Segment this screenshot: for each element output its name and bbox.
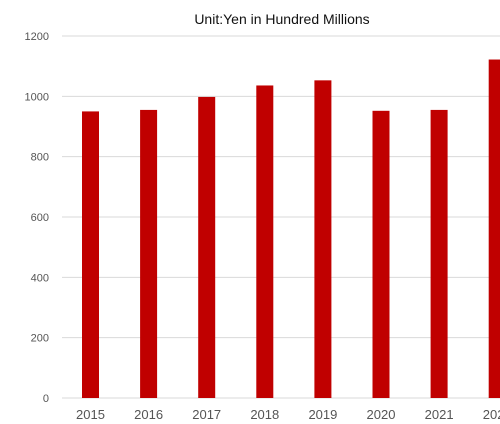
- bar-2021: [430, 109, 448, 399]
- y-tick-label: 0: [43, 393, 49, 405]
- y-tick-label: 400: [31, 272, 49, 284]
- bar-2015: [82, 111, 99, 399]
- bar-2016: [140, 109, 158, 399]
- bar-2018: [256, 85, 274, 399]
- y-tick-label: 800: [31, 152, 49, 164]
- y-tick-label: 1200: [25, 31, 49, 43]
- x-tick-label: 2017: [192, 407, 221, 422]
- y-tick-label: 200: [31, 333, 49, 345]
- gridlines: [62, 35, 500, 399]
- x-axis-ticks: 2015 2016 2017 2018 2019 2020 2021 2022: [76, 407, 500, 422]
- bar-2017: [198, 96, 216, 398]
- bar-2020: [372, 110, 390, 399]
- bars: [82, 59, 500, 399]
- x-tick-label: 2019: [308, 407, 337, 422]
- x-tick-label: 2018: [250, 407, 279, 422]
- x-tick-label: 2015: [76, 407, 105, 422]
- bar-2022: [488, 59, 500, 398]
- x-tick-label: 2016: [134, 407, 163, 422]
- x-tick-label: 2020: [367, 407, 396, 422]
- x-tick-label: 2022: [483, 407, 500, 422]
- y-tick-label: 600: [31, 212, 49, 224]
- y-axis-ticks: 0 200 400 600 800 1000 1200: [25, 31, 49, 405]
- x-tick-label: 2021: [425, 407, 454, 422]
- chart-title: Unit:Yen in Hundred Millions: [194, 11, 369, 27]
- bar-2019: [314, 80, 332, 398]
- y-tick-label: 1000: [25, 91, 49, 103]
